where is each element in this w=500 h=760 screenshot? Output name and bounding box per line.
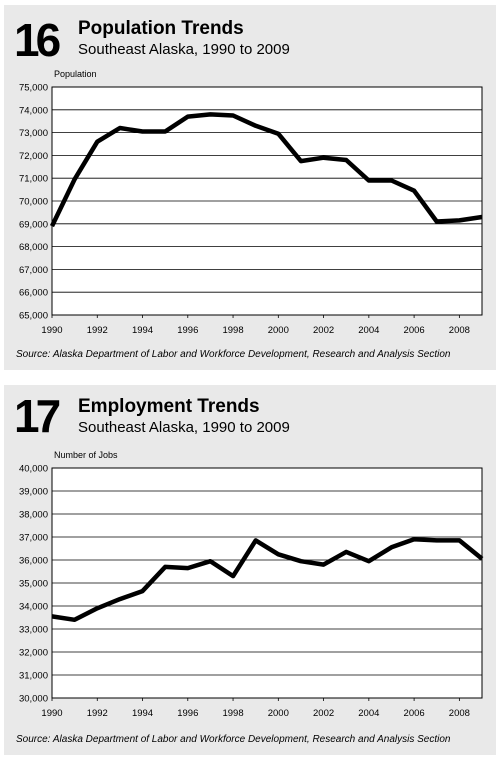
- chart-source: Source: Alaska Department of Labor and W…: [16, 349, 451, 360]
- y-tick-label: 68,000: [19, 242, 48, 253]
- y-tick-label: 65,000: [19, 311, 48, 322]
- x-tick-label: 2000: [268, 708, 289, 719]
- x-tick-label: 2006: [404, 325, 425, 336]
- x-tick-label: 2008: [449, 708, 470, 719]
- y-tick-label: 38,000: [19, 510, 48, 521]
- x-tick-label: 1990: [41, 325, 62, 336]
- y-tick-label: 34,000: [19, 602, 48, 613]
- x-tick-label: 1992: [87, 325, 108, 336]
- chart-subtitle: Southeast Alaska, 1990 to 2009: [78, 419, 290, 436]
- y-axis-label: Population: [54, 69, 97, 79]
- x-tick-label: 1992: [87, 708, 108, 719]
- population-chart-panel: 16 Population Trends Southeast Alaska, 1…: [4, 5, 496, 370]
- y-tick-label: 33,000: [19, 625, 48, 636]
- y-tick-label: 32,000: [19, 648, 48, 659]
- x-tick-label: 1994: [132, 708, 153, 719]
- employment-chart-panel: 17 Employment Trends Southeast Alaska, 1…: [4, 385, 496, 755]
- x-tick-label: 1996: [177, 708, 198, 719]
- x-tick-label: 2004: [358, 708, 379, 719]
- y-tick-label: 37,000: [19, 533, 48, 544]
- x-tick-label: 1998: [222, 708, 243, 719]
- x-tick-label: 1994: [132, 325, 153, 336]
- y-tick-label: 31,000: [19, 671, 48, 682]
- y-tick-label: 66,000: [19, 288, 48, 299]
- y-tick-label: 74,000: [19, 105, 48, 116]
- chart-title: Employment Trends: [78, 396, 260, 417]
- y-tick-label: 36,000: [19, 556, 48, 567]
- series-line: [49, 112, 483, 228]
- y-tick-label: 71,000: [19, 174, 48, 185]
- x-tick-label: 2004: [358, 325, 379, 336]
- y-axis-label: Number of Jobs: [54, 450, 118, 460]
- x-tick-label: 2008: [449, 325, 470, 336]
- x-tick-label: 1990: [41, 708, 62, 719]
- chart-title: Population Trends: [78, 18, 244, 39]
- chart-source: Source: Alaska Department of Labor and W…: [16, 734, 451, 745]
- x-tick-label: 2002: [313, 708, 334, 719]
- x-tick-label: 1998: [222, 325, 243, 336]
- series-line: [51, 537, 484, 623]
- figure-number: 16: [14, 14, 61, 66]
- x-tick-label: 1996: [177, 325, 198, 336]
- y-tick-label: 73,000: [19, 128, 48, 139]
- y-tick-label: 39,000: [19, 487, 48, 498]
- y-tick-label: 35,000: [19, 579, 48, 590]
- chart-subtitle: Southeast Alaska, 1990 to 2009: [78, 41, 290, 58]
- y-tick-label: 67,000: [19, 265, 48, 276]
- population-line-chart: 65,000 66,000 67,000 68,000 69,000 70,000 71,0…: [19, 69, 483, 336]
- y-tick-label: 70,000: [19, 197, 48, 208]
- x-tick-label: 2002: [313, 325, 334, 336]
- figure-number: 17: [14, 390, 61, 442]
- x-tick-label: 2000: [268, 325, 289, 336]
- employment-line-chart: 30,000 31,000 32,000 33,000 34,000 35,000 36,0…: [19, 450, 484, 719]
- y-tick-label: 30,000: [19, 694, 48, 705]
- y-tick-label: 40,000: [19, 464, 48, 475]
- y-tick-label: 69,000: [19, 219, 48, 230]
- x-tick-label: 2006: [404, 708, 425, 719]
- y-tick-label: 72,000: [19, 151, 48, 162]
- y-tick-label: 75,000: [19, 83, 48, 94]
